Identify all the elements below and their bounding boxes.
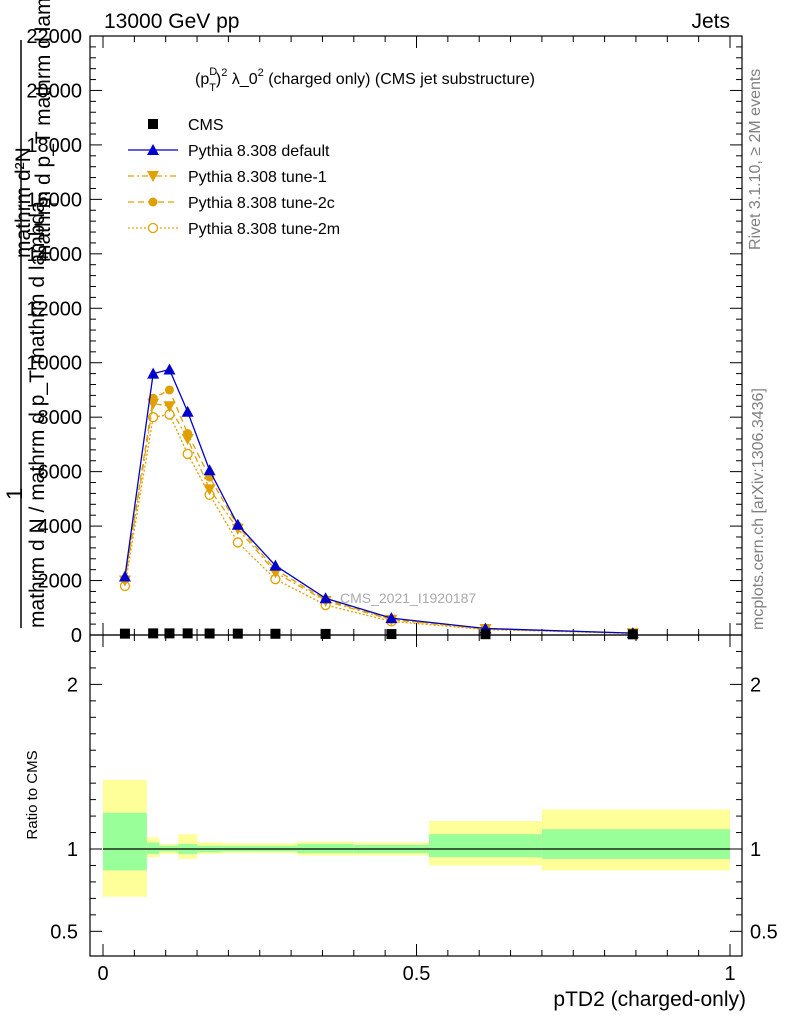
data-point [147, 367, 160, 379]
data-point [164, 385, 174, 395]
main-ytick-label: 20000 [26, 80, 82, 102]
data-point [232, 537, 243, 548]
legend-label: Pythia 8.308 tune-2c [188, 195, 335, 212]
main-ytick-label: 22000 [26, 26, 82, 48]
ratio-ytick-label-right: 1 [750, 839, 761, 861]
data-point [181, 405, 194, 417]
rivet-label: Rivet 3.1.10, ≥ 2M events [747, 69, 764, 250]
legend-marker [148, 197, 158, 207]
ylabel-num-bottom: mathrm d p_T mathrm d lambda [32, 0, 55, 262]
data-point [269, 559, 282, 571]
legend-entry: Pythia 8.308 tune-2m [128, 221, 340, 238]
ratio-band-inner [103, 812, 147, 871]
main-ytick-label: 18000 [26, 135, 82, 157]
data-point [118, 570, 131, 582]
data-point [182, 628, 193, 639]
title-sup-2a: 2 [221, 67, 227, 79]
data-point [182, 448, 193, 460]
ylabel-den: mathrm d N / mathrm d p_T mathrm d lambd… [26, 201, 49, 628]
ratio-band-inner [541, 829, 730, 859]
ratio-bands [103, 779, 730, 897]
data-point [270, 628, 281, 639]
data-point [232, 628, 243, 639]
data-point [627, 629, 638, 640]
data-point [319, 592, 332, 604]
legend-entry: CMS [148, 117, 224, 134]
ratio-ytick-label: 0.5 [50, 921, 78, 943]
main-ytick-label: 8000 [38, 407, 83, 429]
title-mid: λ_0 [227, 71, 257, 88]
main-ytick-label: 12000 [26, 298, 82, 320]
ratio-band-inner [146, 842, 160, 854]
data-point [163, 363, 176, 375]
data-point [203, 484, 216, 496]
title-p: (p [195, 71, 209, 88]
legend-marker [147, 222, 159, 234]
ratio-frame [89, 634, 743, 957]
ratio-band-inner [429, 834, 542, 858]
legend-marker [148, 119, 158, 129]
legend-label: Pythia 8.308 default [188, 143, 330, 160]
data-point [181, 433, 194, 445]
main-series [118, 363, 639, 640]
ratio-ytick-label: 2 [67, 674, 78, 696]
ratio-ylabel: Ratio to CMS [24, 750, 41, 839]
data-point [163, 401, 176, 413]
data-point [320, 628, 331, 639]
plot-title: (pD T)2 λ_02 (charged only) (CMS jet subs… [195, 66, 535, 94]
legend-label: Pythia 8.308 tune-1 [188, 169, 327, 186]
main-ytick-label: 14000 [26, 244, 82, 266]
xtick-label: 0.5 [403, 963, 431, 985]
data-point [203, 464, 216, 476]
main-axes: 0 2000 4000 6000 8000 10000 12000 14000 16000 180… [26, 26, 743, 647]
ylabel-sub-t: T [46, 200, 61, 208]
legend-entry: Pythia 8.308 tune-2c [128, 195, 335, 212]
title-sub-t: T [209, 82, 216, 94]
ratio-ytick-label: 1 [67, 839, 78, 861]
data-point [231, 518, 244, 530]
ratio-ytick-label-right: 0.5 [750, 921, 778, 943]
series-0 [119, 628, 638, 640]
xtick-label: 1 [724, 963, 735, 985]
main-ytick-label: 2000 [38, 571, 83, 593]
data-point [147, 398, 160, 410]
main-ytick-label: 6000 [38, 462, 83, 484]
data-point [386, 629, 397, 640]
title-sup-d: D [209, 66, 217, 78]
xtick-label: 0 [97, 963, 108, 985]
main-ylabel: 1 mathrm d²N mathrm d p_T mathrm d lambd… [2, 0, 61, 628]
energy-label: 13000 GeV pp [104, 10, 239, 33]
main-ytick-label: 16000 [26, 189, 82, 211]
title-tail: (charged only) (CMS jet substructure) [264, 71, 535, 88]
watermark: CMS_2021_I1920187 [340, 590, 476, 606]
data-point [164, 628, 175, 639]
legend-label: Pythia 8.308 tune-2m [188, 221, 340, 238]
legend: CMS Pythia 8.308 default Pythia 8.308 tune… [128, 117, 340, 238]
legend-marker [147, 171, 159, 182]
jets-label: Jets [691, 10, 730, 33]
main-ytick-label: 10000 [26, 353, 82, 375]
legend-marker [147, 144, 159, 155]
mcplots-label: mcplots.cern.ch [arXiv:1306.3436] [750, 388, 767, 630]
ratio-axes: 0.5 0.5 1 1 2 2 0 0.5 1 [50, 634, 778, 985]
data-point [148, 628, 159, 639]
main-ytick-label: 4000 [38, 516, 83, 538]
legend-entry: Pythia 8.308 tune-1 [128, 169, 327, 186]
title-sup-2b: 2 [258, 67, 264, 79]
ylabel-one: 1 [2, 488, 27, 500]
data-point [480, 629, 491, 640]
x-axis-label: pTD2 (charged-only) [553, 988, 746, 1011]
data-point [204, 628, 215, 639]
ylabel-num-top: mathrm d²N [12, 147, 35, 258]
legend-entry: Pythia 8.308 default [128, 143, 330, 160]
main-ytick-label: 0 [71, 625, 82, 647]
data-point [119, 628, 130, 639]
data-point [385, 612, 398, 624]
title-close: ) [216, 71, 221, 88]
ratio-ytick-label-right: 2 [750, 674, 761, 696]
legend-label: CMS [188, 117, 224, 134]
